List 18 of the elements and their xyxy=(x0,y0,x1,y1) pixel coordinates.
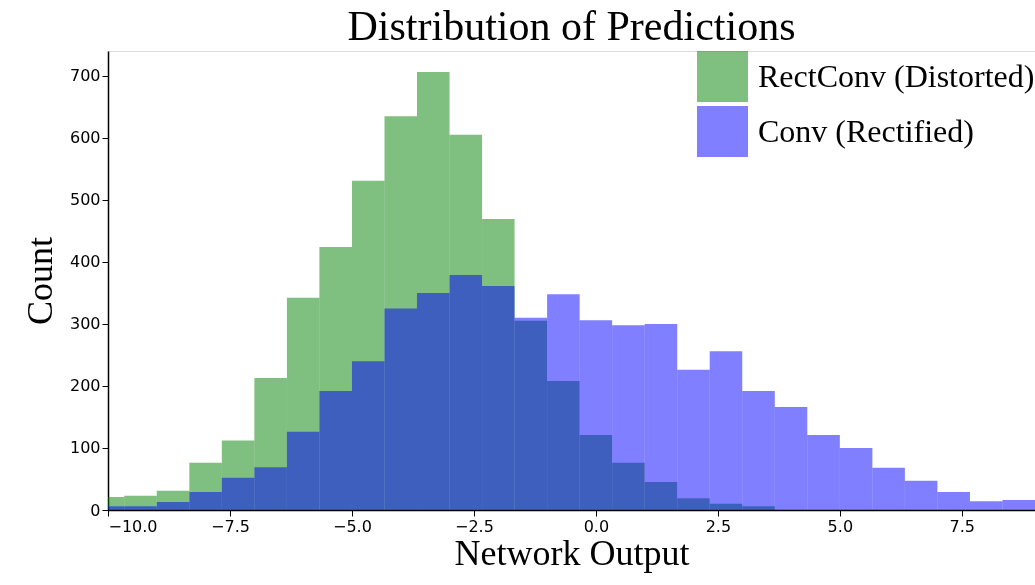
chart-title: Distribution of Predictions xyxy=(347,3,796,49)
y-tick-label: 600 xyxy=(69,128,101,148)
x-tick-label: −10.0 xyxy=(108,516,158,536)
x-tick-label: 2.5 xyxy=(705,516,732,536)
y-tick-label: 500 xyxy=(69,190,101,210)
y-tick-label: 400 xyxy=(69,252,101,272)
legend-label: Conv (Rectified) xyxy=(758,112,974,149)
y-tick-label: 0 xyxy=(90,500,101,520)
x-tick-label: 5.0 xyxy=(827,516,854,536)
y-tick-label: 700 xyxy=(69,66,101,86)
legend-label: RectConv (Distorted) xyxy=(758,57,1035,94)
x-tick-label: −5.0 xyxy=(333,516,372,536)
x-tick-label: 7.5 xyxy=(949,516,976,536)
y-tick-label: 300 xyxy=(69,314,101,334)
x-tick-label: −7.5 xyxy=(211,516,250,536)
y-tick-label: 100 xyxy=(69,438,101,458)
y-axis-title: Count xyxy=(19,236,60,326)
y-tick-label: 200 xyxy=(69,376,101,396)
